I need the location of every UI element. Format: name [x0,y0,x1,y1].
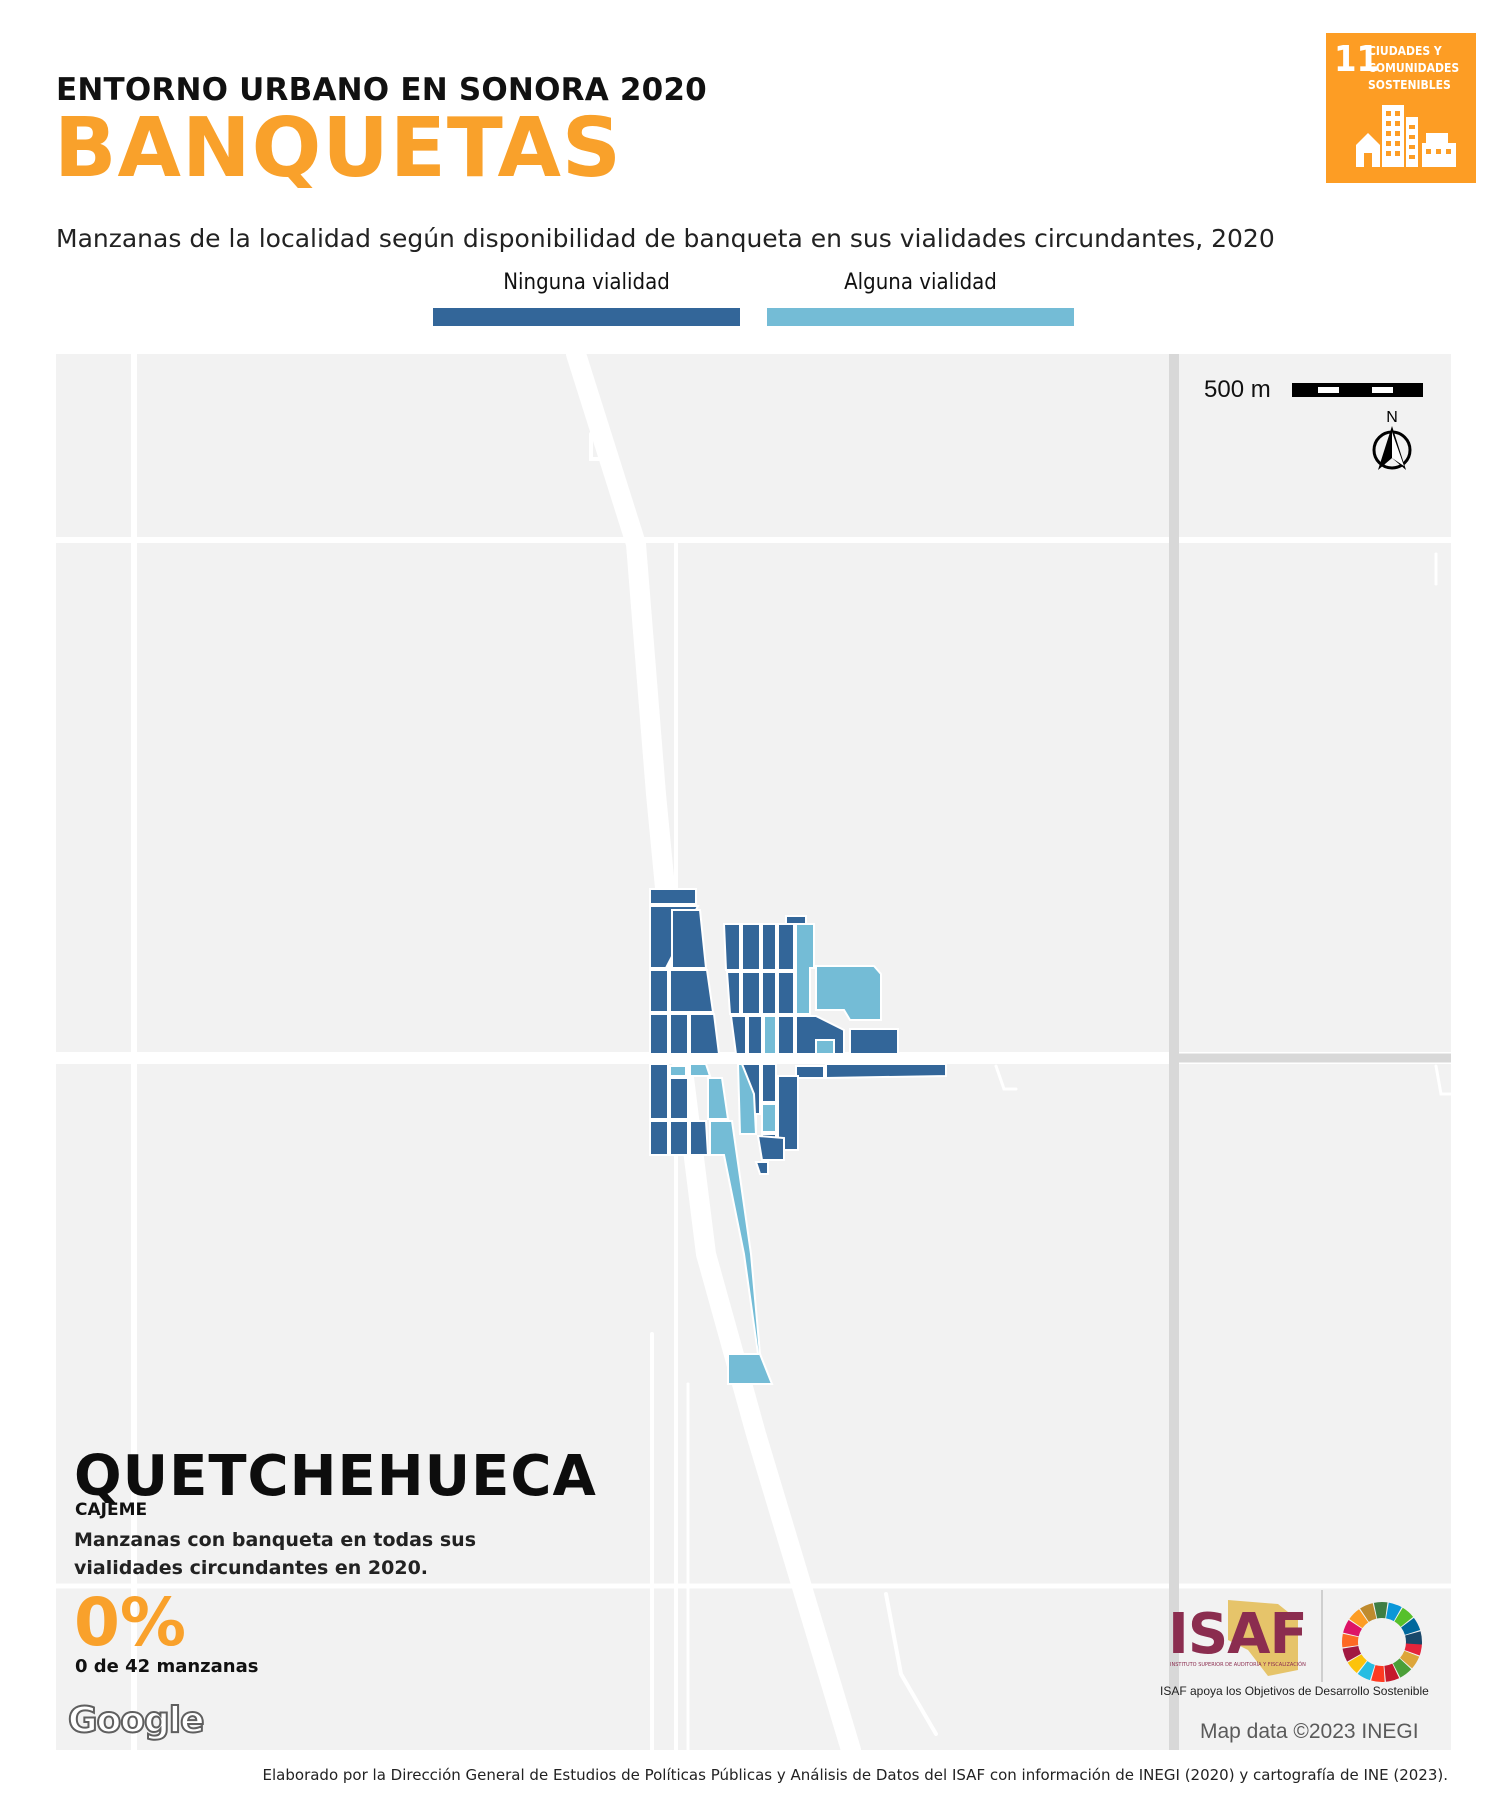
highway-gray-roads [1169,354,1451,1750]
scale-label: 500 m [1204,376,1271,403]
indicator-count: 0 de 42 manzanas [75,1656,259,1677]
municipality-name: CAJEME [75,1500,148,1520]
footer-credit: Elaborado por la Dirección General de Es… [262,1766,1448,1784]
road-east-hook [1434,1064,1451,1096]
map-block [761,971,777,1015]
map-block [649,1013,669,1055]
isaf-caption: ISAF apoya los Objetivos de Desarrollo S… [1160,1684,1429,1698]
legend-swatch-alguna [767,308,1074,326]
map-block [689,1013,721,1055]
sdg-11-badge: 11 CIUDADES Y COMUNIDADES SOSTENIBLES [1326,33,1476,183]
map-block [795,923,815,1015]
map-block [815,965,882,1021]
locality-name: QUETCHEHUECA [74,1444,597,1509]
map-block [669,1120,689,1156]
map-block [756,1134,785,1161]
north-arrow-icon: N [1372,409,1412,470]
indicator-description: Manzanas con banqueta en todas sus viali… [74,1529,476,1579]
map-subtitle: Manzanas de la localidad según disponibi… [56,224,1275,253]
legend-label-alguna: Alguna vialidad [844,270,997,295]
isaf-logos: ISAF INSTITUTO SUPERIOR DE AUDITORÍA Y F… [1158,1590,1438,1700]
map-block [669,1065,687,1077]
scale-bar-segment [1372,387,1393,393]
logo-divider [1321,1590,1323,1682]
map-block [707,1077,730,1120]
map-block [795,1065,825,1079]
sdg-number: 11 [1334,39,1380,80]
page-title: BANQUETAS [54,101,622,196]
map-block [729,1015,747,1055]
map-block [671,909,708,969]
map-block [777,1015,795,1055]
north-arrow: N [1370,408,1414,474]
map-block [741,923,761,971]
map-block [777,923,795,971]
google-logo: Google [67,1699,206,1742]
sdg-goal-text: CIUDADES Y COMUNIDADES SOSTENIBLES [1368,44,1460,92]
map-block [763,1015,777,1055]
scale-bar-segment [1318,387,1339,393]
map-block [761,923,777,971]
city-buildings-icon [1356,105,1456,167]
blocks-alguna-vialidad [669,923,882,1385]
header-kicker: ENTORNO URBANO EN SONORA 2020 [56,72,707,108]
map-block [777,971,795,1015]
map-block [689,1120,710,1156]
north-label: N [1386,409,1398,426]
map-block [777,1075,799,1151]
map-block [761,1063,777,1103]
map-block [741,971,761,1015]
map-block [669,1077,689,1120]
map-attribution: Map data ©2023 INEGI [1200,1720,1419,1743]
map-block [725,971,741,1015]
road-rural-loop [589,432,603,461]
sdg-wheel-icon [1342,1602,1422,1682]
map-block [785,915,807,925]
sonora-map-icon [1228,1600,1298,1676]
map-block [825,1063,947,1080]
map-block [649,1120,669,1156]
legend-swatch-ninguna [433,308,740,326]
map-block [689,1063,712,1077]
scale-bar [1292,383,1423,397]
map-block [649,1063,669,1120]
map-canvas[interactable] [56,354,1451,1750]
map-block [669,1013,689,1055]
map-block [849,1028,899,1055]
map-block [747,1015,763,1055]
legend-label-ninguna: Ninguna vialidad [503,270,670,295]
road-rural-hook [994,1064,1018,1091]
map-block [709,1120,774,1385]
map-block [649,969,669,1013]
map-block [736,1063,758,1135]
isaf-logo-subtext: INSTITUTO SUPERIOR DE AUDITORÍA Y FISCAL… [1170,1662,1306,1668]
indicator-percent: 0% [74,1584,187,1661]
road-south-curve [884,1592,938,1736]
map-block [761,1103,777,1133]
map-block [669,969,715,1013]
map-block [815,1039,835,1055]
map-block [722,923,741,971]
isaf-logo: ISAF [1168,1602,1308,1667]
map-block [754,1161,769,1175]
map-block [649,888,697,905]
map-panel[interactable] [56,354,1451,1750]
